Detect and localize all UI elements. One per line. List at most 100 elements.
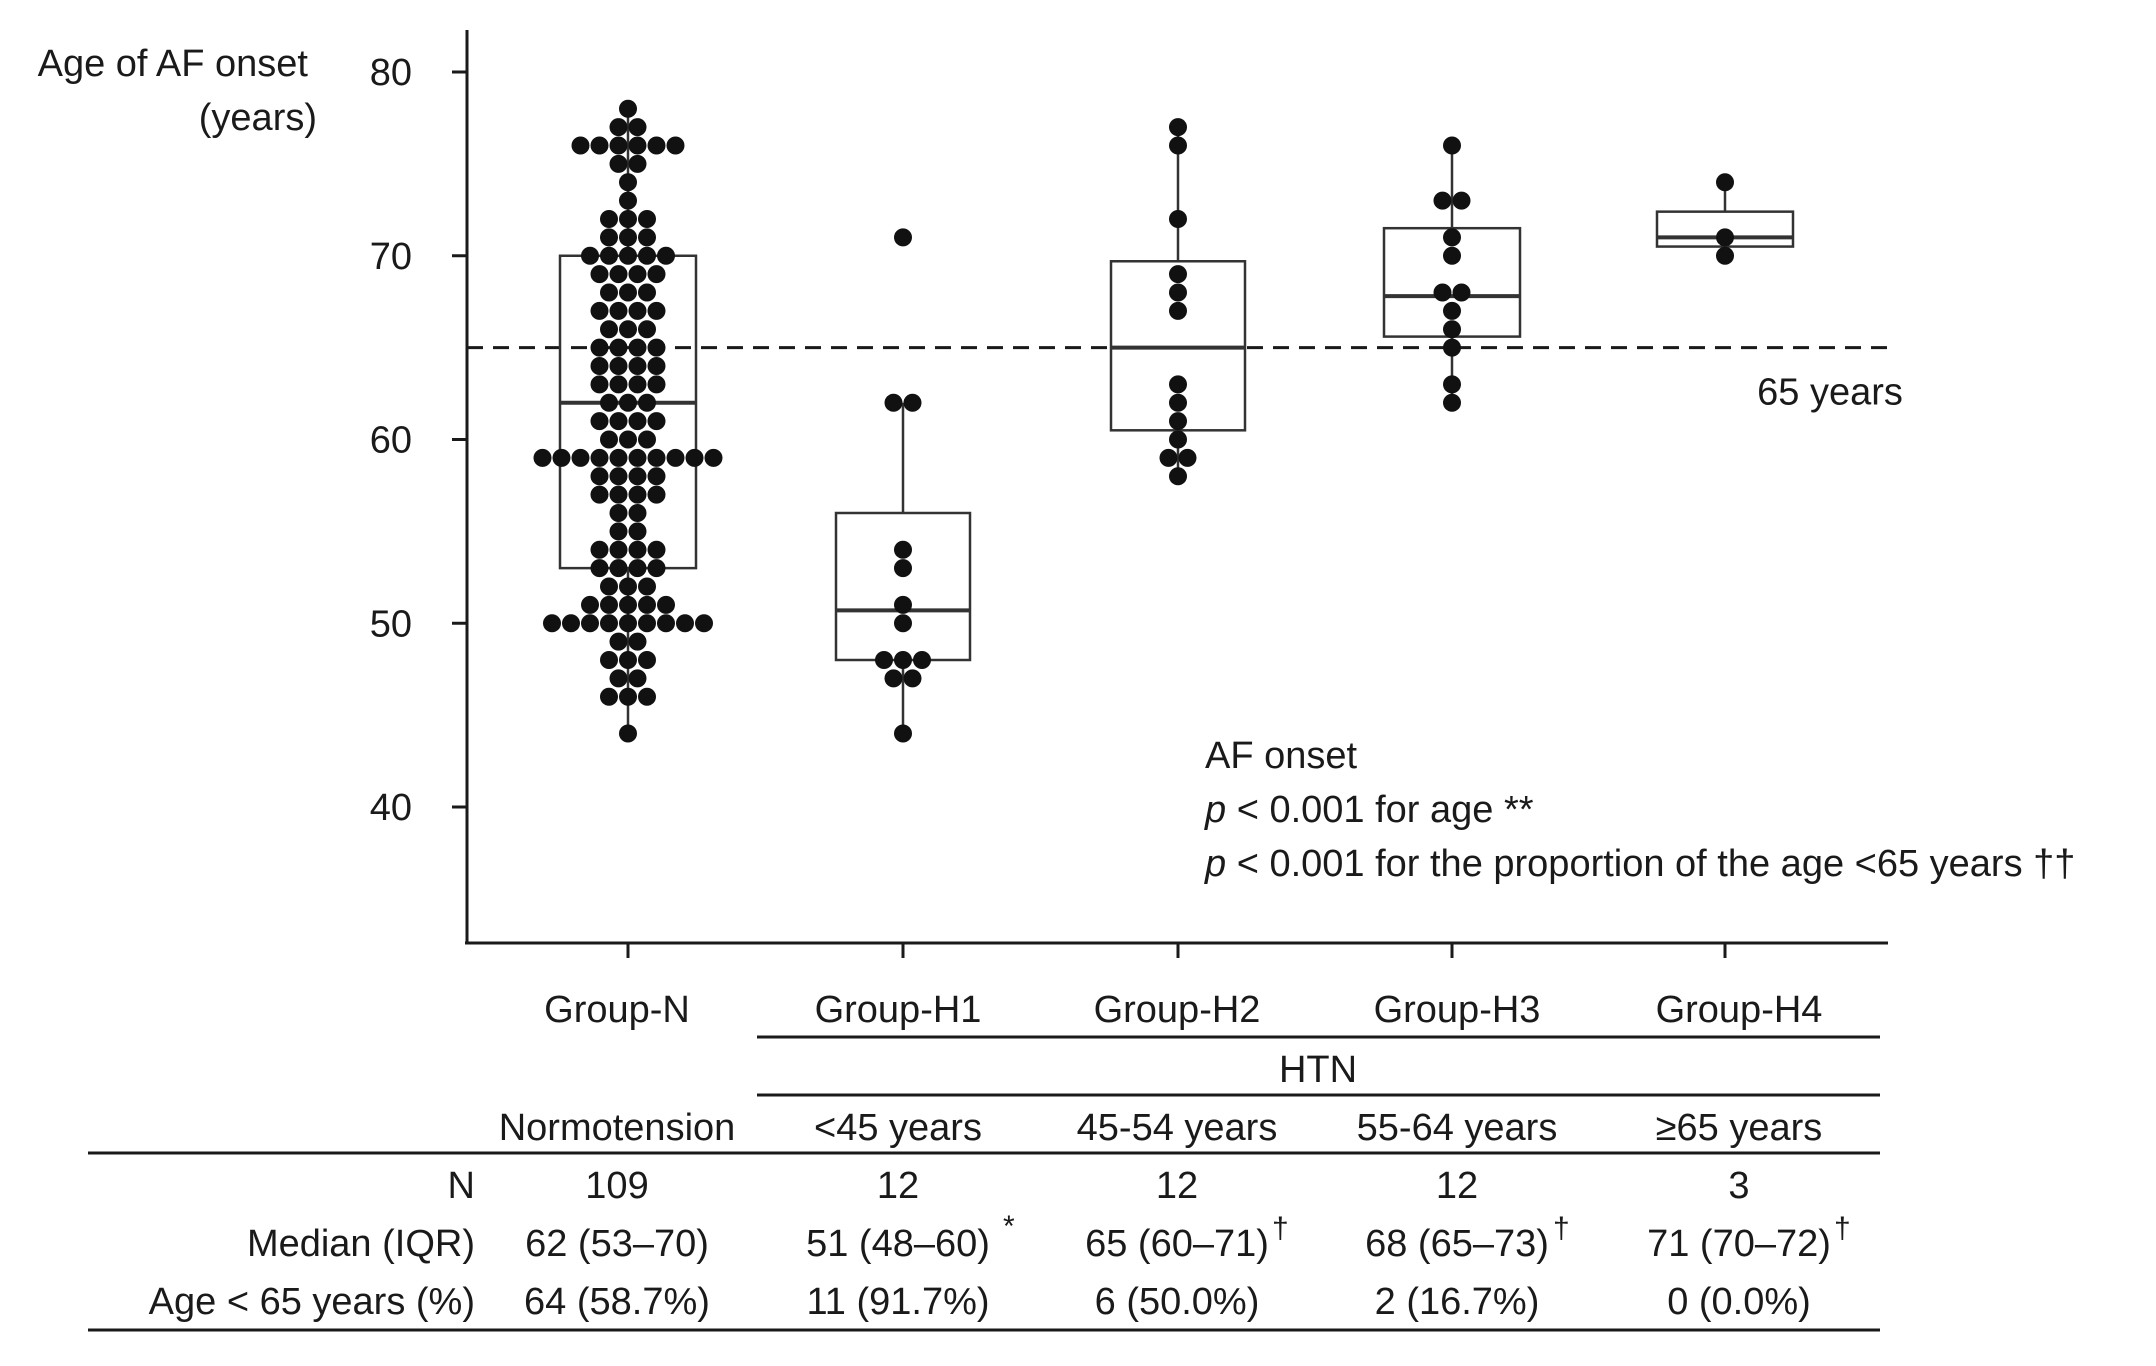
table-row-label-n: N — [448, 1165, 475, 1207]
group-label-h3: Group-H3 — [1374, 989, 1541, 1031]
data-point — [638, 210, 656, 228]
data-point — [600, 228, 618, 247]
data-point — [609, 154, 628, 173]
data-point — [600, 283, 618, 302]
data-point — [638, 228, 656, 247]
box-iqr — [558, 254, 698, 570]
subgroup-label-n: Normotension — [499, 1107, 736, 1149]
data-point — [628, 669, 647, 688]
data-point — [1169, 467, 1187, 486]
data-point — [628, 467, 647, 486]
data-point — [619, 283, 637, 302]
data-point — [590, 338, 609, 357]
data-point — [1169, 375, 1187, 394]
data-point — [628, 265, 647, 284]
data-point — [600, 430, 618, 449]
y-tick-label: 70 — [370, 236, 412, 278]
data-point — [894, 724, 912, 743]
data-point — [609, 485, 628, 504]
table-cell: 64 (58.7%) — [524, 1281, 710, 1323]
annotation-line1-p: p — [1204, 789, 1226, 831]
data-point — [1169, 136, 1187, 155]
data-point — [590, 375, 609, 394]
data-point — [600, 651, 618, 669]
table-cell-mark: † — [1834, 1212, 1851, 1245]
data-point — [1169, 265, 1187, 284]
subgroup-label-h3: 55-64 years — [1357, 1107, 1558, 1149]
data-point — [600, 577, 618, 596]
data-point — [1443, 246, 1461, 265]
table-cell: 12 — [1436, 1165, 1478, 1207]
data-point — [619, 430, 637, 449]
subgroup-label-h1: <45 years — [814, 1107, 982, 1149]
table-cell: 62 (53–70) — [525, 1223, 709, 1265]
data-point — [581, 595, 599, 614]
data-point — [1433, 283, 1452, 302]
table-cell: 51 (48–60) — [806, 1223, 990, 1265]
data-point — [609, 375, 628, 394]
data-point — [619, 210, 637, 228]
data-point — [1443, 375, 1461, 394]
annotation-line2: p < 0.001 for the proportion of the age … — [1204, 843, 2075, 885]
data-point — [903, 393, 922, 412]
group-label-h1: Group-H1 — [815, 989, 982, 1031]
data-point — [619, 651, 637, 669]
data-point — [647, 375, 666, 394]
data-point — [647, 467, 666, 486]
data-point — [894, 614, 912, 633]
x-ticks — [626, 943, 1727, 958]
data-point — [903, 669, 922, 688]
table-cell: 11 (91.7%) — [806, 1281, 989, 1323]
data-point — [619, 724, 637, 743]
data-point — [638, 687, 656, 706]
y-axis-label-line2: (years) — [199, 97, 317, 139]
data-point — [609, 357, 628, 375]
subgroup-label-h4: ≥65 years — [1656, 1107, 1823, 1149]
data-point — [581, 246, 599, 265]
data-point — [590, 412, 609, 431]
htn-label: HTN — [1279, 1049, 1357, 1091]
data-point — [1716, 173, 1734, 192]
data-point — [619, 577, 637, 596]
data-point — [638, 577, 656, 596]
data-point — [609, 338, 628, 357]
table-cell: 6 (50.0%) — [1095, 1281, 1260, 1323]
data-point — [609, 301, 628, 320]
data-point — [666, 136, 685, 155]
data-point — [609, 559, 628, 578]
box-iqr — [834, 511, 972, 662]
data-point — [628, 301, 647, 320]
data-point — [581, 614, 599, 633]
annotation-line2-p: p — [1204, 843, 1226, 885]
data-point — [543, 614, 561, 633]
data-point — [571, 136, 590, 155]
data-point — [609, 412, 628, 431]
data-point — [609, 504, 628, 522]
data-point — [619, 687, 637, 706]
data-point — [638, 283, 656, 302]
data-point — [590, 301, 609, 320]
data-point — [1452, 191, 1471, 210]
data-point — [657, 246, 675, 265]
data-point — [647, 412, 666, 431]
data-point — [600, 595, 618, 614]
data-point — [657, 614, 675, 633]
data-point — [590, 265, 609, 284]
data-point — [600, 246, 618, 265]
data-point — [609, 522, 628, 541]
data-point — [619, 228, 637, 247]
data-point — [609, 136, 628, 155]
data-point — [562, 614, 580, 633]
data-point — [609, 448, 628, 467]
data-point — [913, 651, 931, 669]
data-point — [609, 467, 628, 486]
data-point — [884, 669, 903, 688]
data-point — [1443, 301, 1461, 320]
y-tick-label: 80 — [370, 52, 412, 94]
data-point — [619, 173, 637, 192]
data-point — [647, 448, 666, 467]
data-point — [628, 338, 647, 357]
data-point — [628, 118, 647, 137]
data-point — [628, 448, 647, 467]
